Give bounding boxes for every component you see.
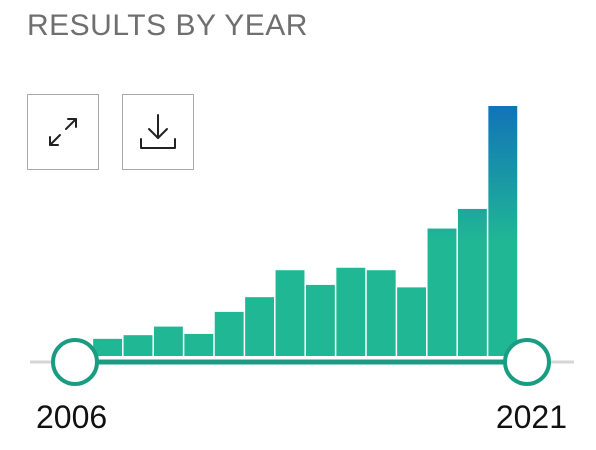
bar-2007[interactable]: [93, 338, 123, 356]
bar-2019[interactable]: [457, 208, 487, 356]
range-end-label: 2021: [495, 399, 567, 435]
bar-2013[interactable]: [275, 270, 305, 356]
download-icon: [140, 114, 176, 149]
expand-button[interactable]: [27, 94, 99, 170]
bar-2012[interactable]: [245, 297, 275, 356]
download-button[interactable]: [122, 94, 194, 170]
bar-2010[interactable]: [184, 333, 214, 356]
bar-2014[interactable]: [305, 284, 335, 356]
bar-2020[interactable]: [488, 106, 518, 356]
bar-2008[interactable]: [123, 335, 153, 356]
slider-handle-end[interactable]: [503, 338, 551, 386]
expand-arrows-icon: [49, 118, 77, 146]
bar-2018[interactable]: [427, 228, 457, 356]
widget-title: RESULTS BY YEAR: [27, 9, 308, 42]
bar-2016[interactable]: [366, 270, 396, 356]
bar-2011[interactable]: [214, 311, 244, 356]
slider-handle-start[interactable]: [51, 338, 99, 386]
bar-2015[interactable]: [336, 267, 366, 356]
range-start-label: 2006: [36, 399, 108, 435]
bar-2009[interactable]: [153, 326, 183, 356]
bar-2017[interactable]: [397, 287, 427, 356]
year-range-slider[interactable]: [30, 338, 574, 386]
bars: [93, 106, 518, 356]
